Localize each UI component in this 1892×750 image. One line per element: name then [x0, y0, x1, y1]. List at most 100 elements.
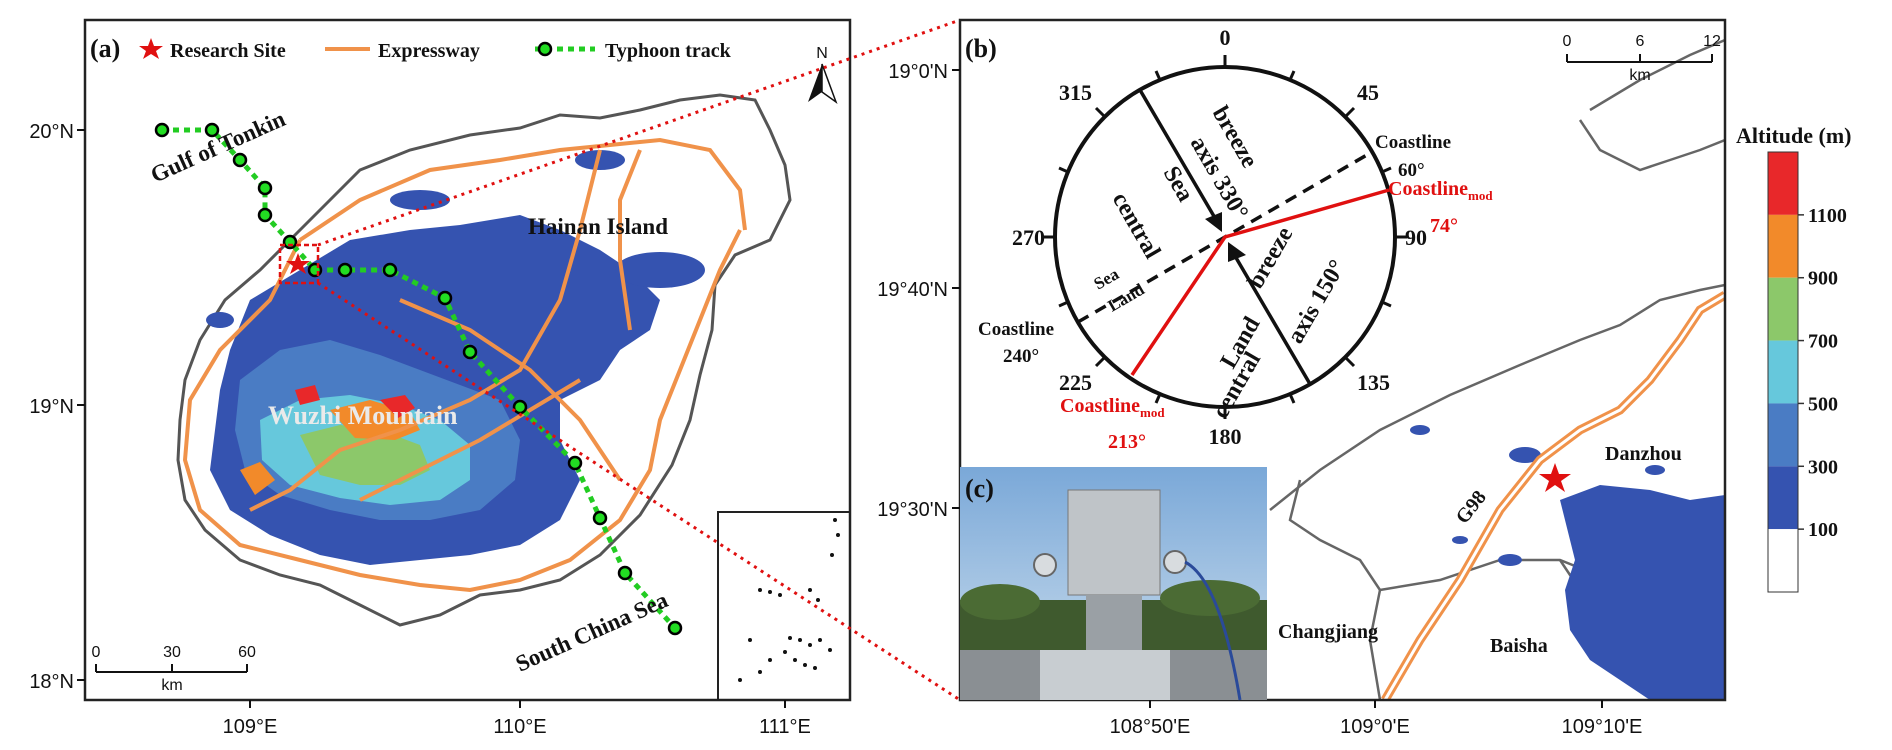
svg-text:20°N: 20°N [29, 121, 74, 143]
svg-text:30: 30 [163, 644, 181, 661]
panel-c-photo: (c) [960, 467, 1267, 701]
wind-compass: 0 45 90 135 180 225 270 315 Sea breeze c… [978, 25, 1493, 453]
label-hainan-island: Hainan Island [528, 214, 668, 239]
panel-b-research-site-star [1539, 463, 1571, 492]
panel-b-lat-ticks: 19°0'N 19°40'N 19°30'N [877, 61, 960, 521]
islands-inset-dots [738, 518, 840, 682]
colorbar-label: 500 [1808, 393, 1838, 415]
coastline-mod-213-angle: 213° [1108, 431, 1146, 453]
land-breeze-arrow-icon [1228, 242, 1246, 262]
legend-research-site: Research Site [170, 40, 286, 62]
colorbar-title: Altitude (m) [1736, 123, 1851, 148]
altitude-900-1100 [240, 400, 420, 495]
compass-ticks [1043, 55, 1407, 419]
svg-text:60: 60 [238, 644, 256, 661]
altitude-700-900 [300, 425, 430, 485]
label-changjiang: Changjiang [1278, 621, 1378, 643]
colorbar-swatch [1768, 152, 1798, 215]
coastline-mod-213-name: Coastlinemod [1060, 395, 1165, 420]
colorbar-label: 900 [1808, 268, 1838, 290]
typhoon-track-line [162, 127, 677, 630]
panel-b-map: Danzhou Changjiang Baisha G98 [1269, 38, 1725, 700]
colorbar-label: 1100 [1808, 205, 1847, 227]
photo-lidar-stand [1086, 595, 1142, 650]
svg-text:111°E: 111°E [759, 716, 811, 738]
legend-typhoon-point-icon [537, 41, 553, 57]
legend-star-icon [139, 38, 163, 59]
legend-typhoon-track: Typhoon track [605, 40, 732, 62]
panel-a: (a) Research Site Expressway Typhoon tra… [29, 18, 852, 738]
svg-text:18°N: 18°N [29, 671, 74, 693]
colorbar-labels: 1100 900 700 500 300 100 [1798, 205, 1847, 541]
coastline-mod-74-name: Coastlinemod [1388, 178, 1493, 203]
svg-text:109°0'E: 109°0'E [1340, 716, 1410, 738]
colorbar-frame [1767, 151, 1799, 593]
altitude-1100-plus [295, 385, 415, 418]
svg-text:135: 135 [1357, 370, 1390, 395]
label-danzhou: Danzhou [1605, 443, 1682, 465]
north-arrow-icon: N [808, 45, 838, 105]
panel-b: Danzhou Changjiang Baisha G98 (b) 0 6 12… [877, 18, 1727, 738]
panel-b-frame [958, 18, 1727, 702]
panel-b-altitude [1410, 425, 1725, 700]
label-g98: G98 [1452, 487, 1491, 529]
coastline-240-angle: 240° [1003, 346, 1039, 367]
label-gulf-of-tonkin: Gulf of Tonkin [147, 106, 289, 188]
zoom-line-top [317, 18, 961, 247]
panel-a-lon-ticks: 109°E 110°E 111°E [223, 700, 811, 738]
svg-text:6: 6 [1636, 33, 1645, 50]
colorbar-swatches [1768, 152, 1798, 592]
svg-text:19°40'N: 19°40'N [877, 279, 948, 301]
svg-text:0: 0 [1220, 25, 1231, 50]
altitude-colorbar: Altitude (m) 1100 900 700 500 300 100 [1736, 123, 1851, 593]
colorbar-label: 100 [1808, 519, 1838, 541]
research-site-star [286, 253, 310, 274]
colorbar-swatch [1768, 214, 1798, 278]
svg-text:19°0'N: 19°0'N [888, 61, 948, 83]
expressways [182, 137, 747, 593]
panel-a-map [154, 93, 850, 700]
g98-expressway-center [1383, 293, 1725, 700]
colorbar-swatch [1768, 403, 1798, 467]
panel-b-lon-ticks: 108°50'E 109°0'E 109°10'E [1110, 700, 1642, 738]
svg-text:90: 90 [1405, 225, 1427, 250]
svg-text:19°30'N: 19°30'N [877, 499, 948, 521]
panel-b-scale-bar: 0 6 12 km [1563, 33, 1721, 84]
colorbar-swatch [1768, 340, 1798, 404]
altitude-patches [206, 150, 705, 328]
svg-text:0: 0 [92, 644, 101, 661]
coastline-60-name: Coastline [1375, 132, 1451, 153]
panel-c-tag: (c) [965, 474, 994, 503]
sea-breeze-axis [1138, 89, 1217, 219]
svg-text:315: 315 [1059, 80, 1092, 105]
svg-text:270: 270 [1012, 225, 1045, 250]
coastline-mod-line [1130, 188, 1390, 376]
colorbar-swatch [1768, 277, 1798, 341]
svg-text:180: 180 [1209, 424, 1242, 449]
legend-expressway: Expressway [378, 40, 480, 62]
panel-b-tag: (b) [965, 34, 997, 63]
svg-text:12: 12 [1703, 33, 1721, 50]
panel-a-tag: (a) [90, 34, 120, 63]
label-baisha: Baisha [1490, 635, 1548, 657]
svg-text:45: 45 [1357, 80, 1379, 105]
colorbar-swatch [1768, 529, 1798, 592]
zoom-box [278, 243, 320, 285]
colorbar-swatch [1768, 466, 1798, 530]
svg-text:109°E: 109°E [223, 716, 278, 738]
coastline-60-angle: 60° [1398, 160, 1425, 181]
svg-text:km: km [1629, 67, 1650, 84]
photo-lidar-box [1067, 489, 1161, 596]
panel-a-frame [83, 18, 852, 702]
colorbar-label: 300 [1808, 456, 1838, 478]
svg-text:19°N: 19°N [29, 396, 74, 418]
islands-inset [717, 511, 850, 700]
coastline-240-name: Coastline [978, 319, 1054, 340]
colorbar-label: 700 [1808, 331, 1838, 353]
svg-text:225: 225 [1059, 370, 1092, 395]
svg-text:N: N [816, 45, 828, 62]
land-breeze-axis [1233, 255, 1312, 385]
panel-a-scale-bar: 0 30 60 km [92, 644, 256, 694]
panel-a-lat-ticks: 20°N 19°N 18°N [29, 121, 85, 693]
